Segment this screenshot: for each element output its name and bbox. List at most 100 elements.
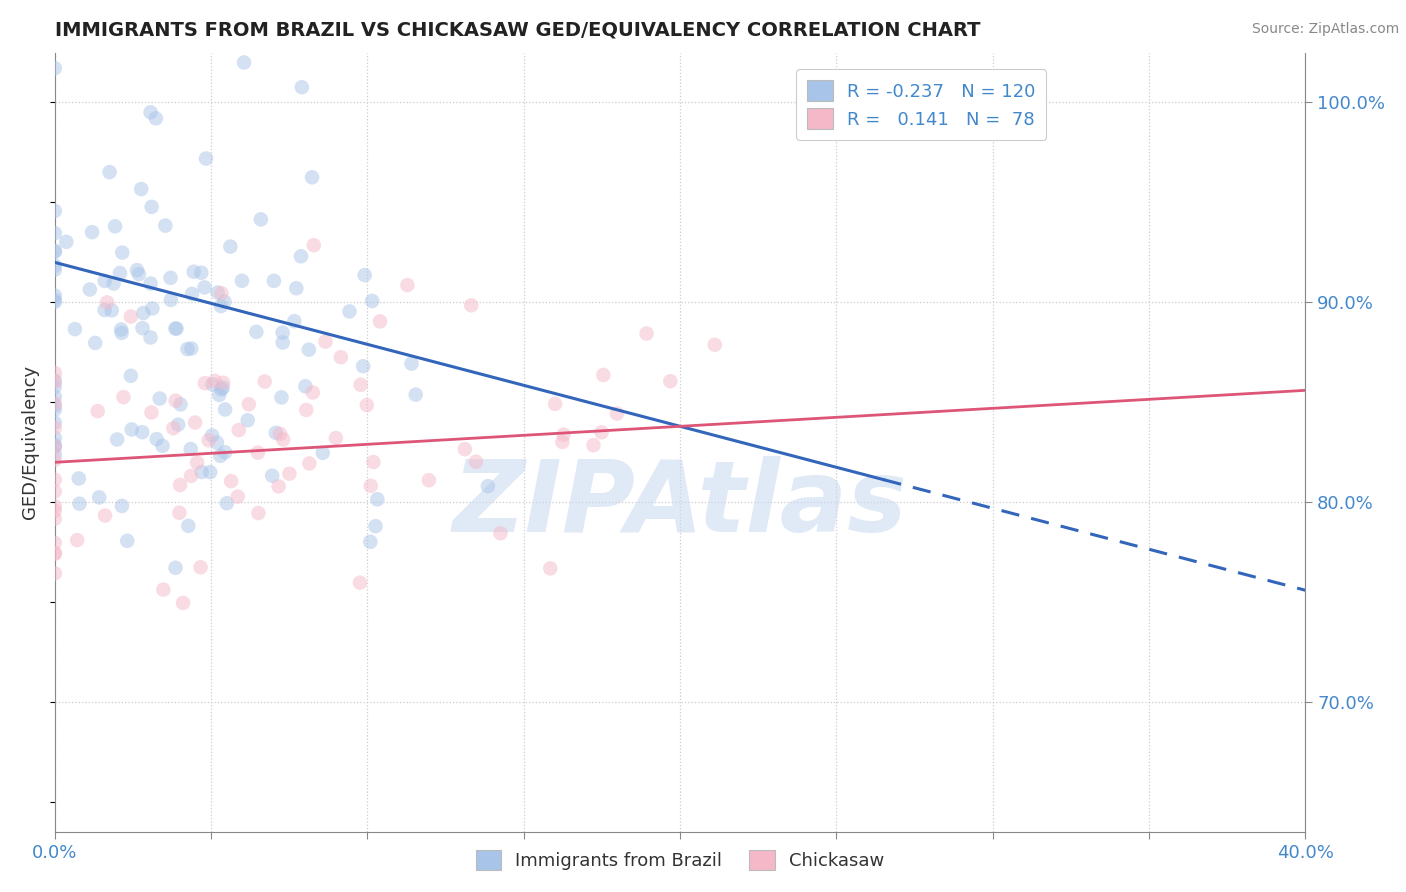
Point xyxy=(489,526,512,541)
Point xyxy=(253,375,276,389)
Point xyxy=(167,417,190,432)
Point xyxy=(190,560,212,574)
Point xyxy=(108,266,131,280)
Point xyxy=(63,322,86,336)
Point xyxy=(131,321,153,335)
Point xyxy=(262,468,284,483)
Point xyxy=(329,350,352,364)
Point xyxy=(368,314,391,328)
Point xyxy=(139,105,162,120)
Point xyxy=(477,479,499,493)
Point xyxy=(131,425,153,439)
Point xyxy=(703,338,725,352)
Point xyxy=(80,225,103,239)
Text: IMMIGRANTS FROM BRAZIL VS CHICKASAW GED/EQUIVALENCY CORRELATION CHART: IMMIGRANTS FROM BRAZIL VS CHICKASAW GED/… xyxy=(55,21,980,40)
Point xyxy=(183,265,205,279)
Point xyxy=(44,431,66,445)
Point xyxy=(141,301,163,316)
Point xyxy=(132,306,155,320)
Point xyxy=(141,405,163,419)
Point xyxy=(101,303,124,318)
Point xyxy=(363,455,385,469)
Text: Source: ZipAtlas.com: Source: ZipAtlas.com xyxy=(1251,22,1399,37)
Point xyxy=(162,421,184,435)
Point xyxy=(214,402,236,417)
Point xyxy=(538,561,561,575)
Point xyxy=(592,368,614,382)
Point xyxy=(263,274,285,288)
Point xyxy=(215,496,238,510)
Point xyxy=(44,452,66,467)
Point xyxy=(285,281,308,295)
Point xyxy=(551,434,574,449)
Point xyxy=(184,416,207,430)
Point xyxy=(301,170,323,185)
Point xyxy=(44,421,66,435)
Point xyxy=(44,399,66,413)
Point xyxy=(44,396,66,410)
Point xyxy=(105,433,128,447)
Point xyxy=(209,382,232,396)
Point xyxy=(125,263,148,277)
Point xyxy=(591,425,613,440)
Point xyxy=(278,467,301,481)
Y-axis label: GED/Equivalency: GED/Equivalency xyxy=(21,365,39,519)
Point xyxy=(190,465,212,479)
Point xyxy=(120,368,142,383)
Point xyxy=(139,330,162,344)
Point xyxy=(190,266,212,280)
Point xyxy=(298,343,321,357)
Point xyxy=(169,506,191,520)
Point xyxy=(93,302,115,317)
Point xyxy=(396,278,419,293)
Point xyxy=(271,335,294,350)
Point xyxy=(44,499,66,513)
Point xyxy=(201,377,224,392)
Point xyxy=(44,61,66,75)
Point xyxy=(44,262,66,277)
Point xyxy=(44,366,66,380)
Point xyxy=(194,376,217,391)
Point xyxy=(245,325,267,339)
Point xyxy=(117,533,139,548)
Point xyxy=(84,335,107,350)
Point xyxy=(359,534,381,549)
Point xyxy=(44,244,66,259)
Point xyxy=(149,392,172,406)
Point xyxy=(204,374,226,388)
Point xyxy=(228,423,250,437)
Point xyxy=(44,440,66,454)
Point xyxy=(44,293,66,307)
Point xyxy=(181,286,204,301)
Point xyxy=(301,385,323,400)
Point xyxy=(418,473,440,487)
Point xyxy=(209,449,232,463)
Point xyxy=(353,268,375,282)
Point xyxy=(211,380,233,394)
Point xyxy=(44,203,66,218)
Point xyxy=(349,575,371,590)
Point xyxy=(295,403,318,417)
Point xyxy=(350,377,373,392)
Point xyxy=(205,435,228,450)
Point xyxy=(145,432,167,446)
Point xyxy=(169,397,191,411)
Point xyxy=(659,374,682,388)
Point xyxy=(312,446,335,460)
Point xyxy=(219,239,242,253)
Point xyxy=(209,299,232,313)
Point xyxy=(460,298,482,312)
Point xyxy=(298,457,321,471)
Point xyxy=(67,471,90,485)
Point xyxy=(44,375,66,389)
Point xyxy=(250,212,273,227)
Point xyxy=(44,512,66,526)
Point xyxy=(198,465,221,479)
Point xyxy=(209,286,232,301)
Point xyxy=(236,413,259,427)
Point xyxy=(271,433,294,447)
Point xyxy=(180,442,202,456)
Point xyxy=(104,219,127,234)
Point xyxy=(226,490,249,504)
Point xyxy=(606,407,628,421)
